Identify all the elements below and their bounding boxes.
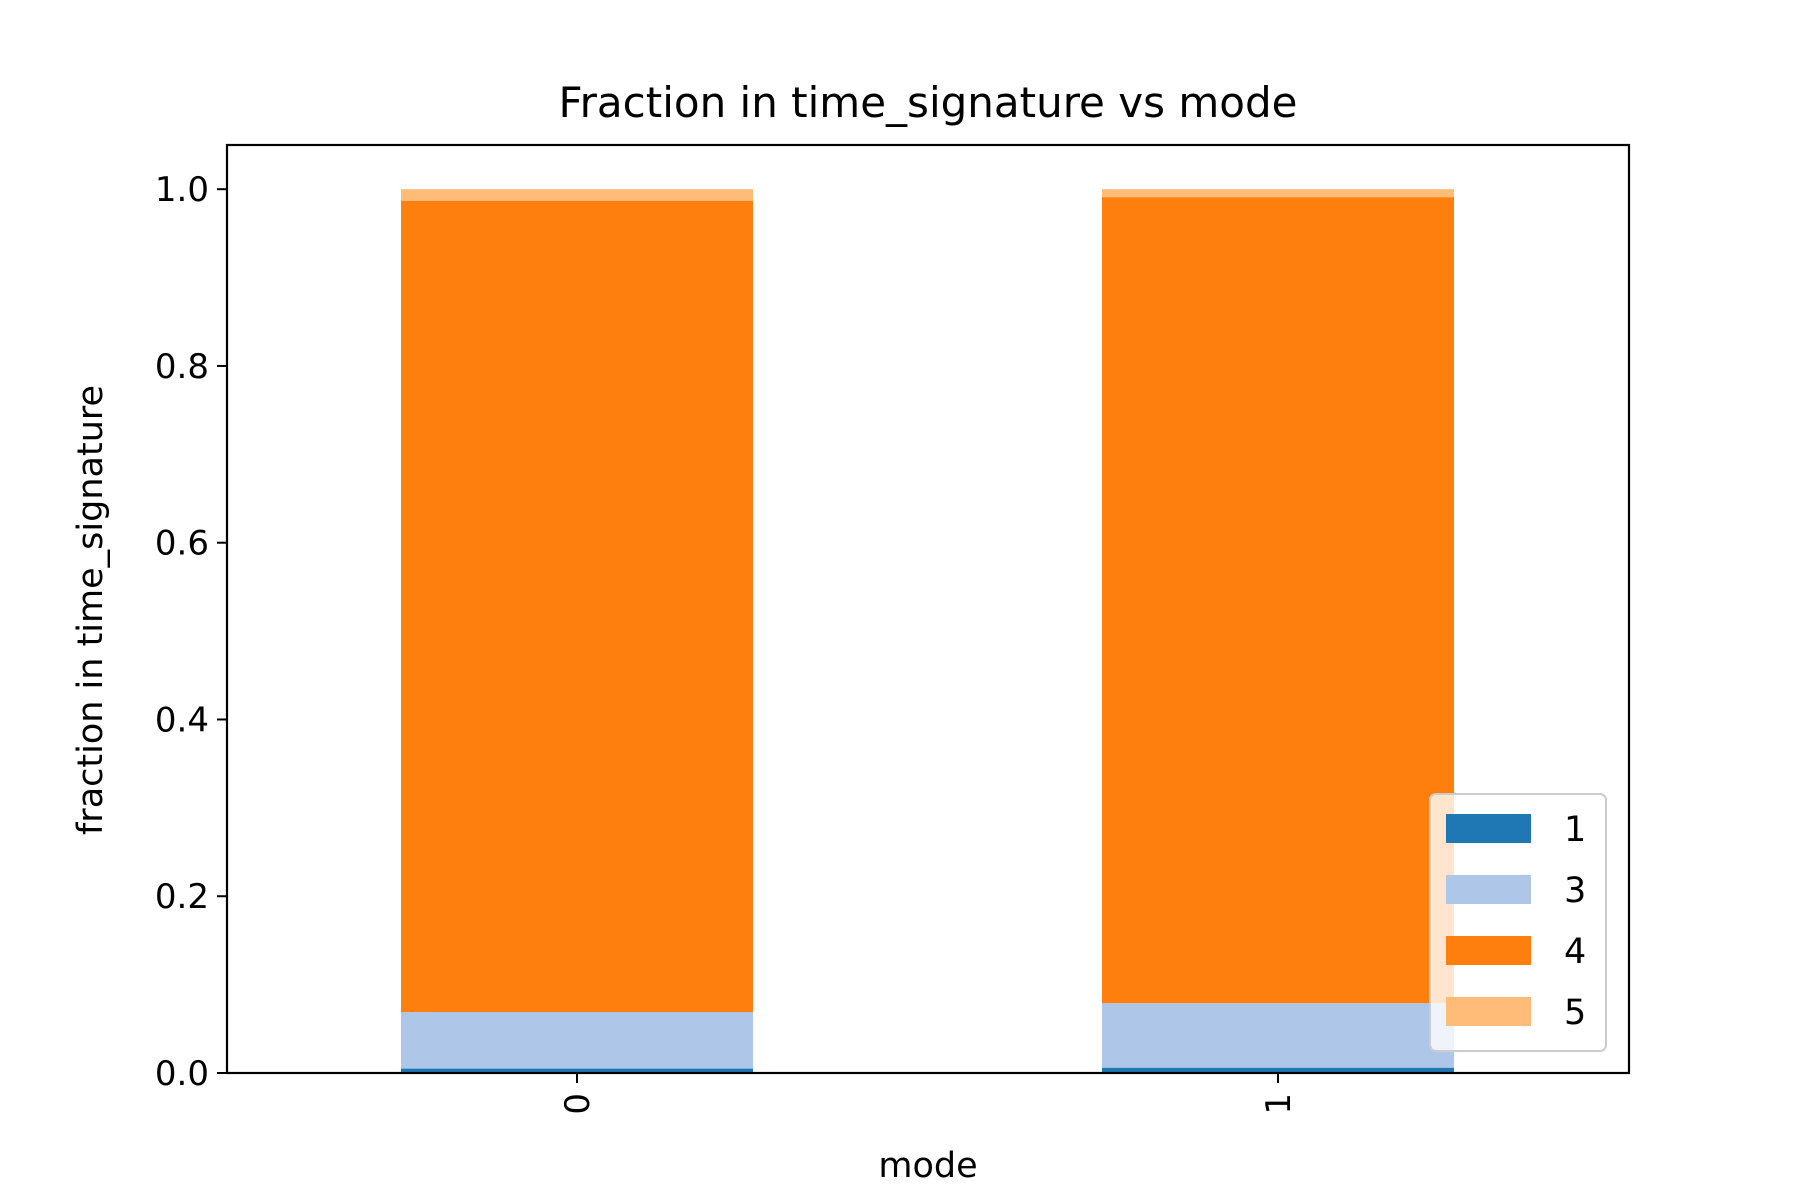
legend-label-5: 5 bbox=[1564, 993, 1586, 1033]
legend-box bbox=[1429, 793, 1607, 1052]
bars-layer bbox=[401, 189, 1454, 1073]
legend-label-1: 1 bbox=[1564, 810, 1586, 850]
legend-swatch-4 bbox=[1446, 936, 1531, 965]
x-tick-label: 0 bbox=[558, 1093, 598, 1115]
legend: 1 3 4 5 bbox=[1429, 793, 1607, 1052]
axes-layer: 0.0 0.2 0.4 0.6 0.8 1.0 0 1 bbox=[155, 143, 1631, 1115]
bar-mode-0-ts-3 bbox=[401, 1012, 753, 1069]
legend-label-3: 3 bbox=[1564, 871, 1586, 911]
x-tick-label: 1 bbox=[1259, 1093, 1299, 1115]
bar-mode-0-ts-1 bbox=[401, 1068, 753, 1073]
legend-swatch-3 bbox=[1446, 875, 1531, 904]
bar-mode-1-ts-4 bbox=[1102, 197, 1454, 1004]
bar-mode-1-ts-5 bbox=[1102, 189, 1454, 198]
y-tick-label: 0.8 bbox=[155, 347, 209, 387]
bar-mode-1-ts-3 bbox=[1102, 1003, 1454, 1068]
y-tick-label: 0.0 bbox=[155, 1054, 209, 1094]
legend-swatch-5 bbox=[1446, 997, 1531, 1026]
y-axis-label: fraction in time_signature bbox=[71, 385, 111, 835]
bar-mode-0-ts-5 bbox=[401, 189, 753, 201]
y-tick-label: 1.0 bbox=[155, 170, 209, 210]
y-tick-label: 0.6 bbox=[155, 524, 209, 564]
plot-frame bbox=[225, 143, 1631, 1075]
x-axis-label: mode bbox=[878, 1146, 977, 1186]
chart-title: Fraction in time_signature vs mode bbox=[559, 78, 1298, 127]
bar-mode-1-ts-1 bbox=[1102, 1067, 1454, 1073]
y-tick-label: 0.4 bbox=[155, 700, 209, 740]
legend-swatch-1 bbox=[1446, 814, 1531, 843]
legend-label-4: 4 bbox=[1564, 932, 1586, 972]
bar-mode-0-ts-4 bbox=[401, 200, 753, 1013]
y-tick-label: 0.2 bbox=[155, 877, 209, 917]
